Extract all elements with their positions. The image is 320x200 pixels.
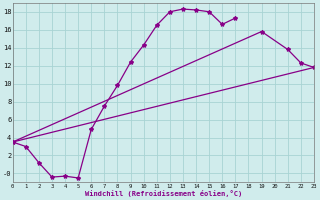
X-axis label: Windchill (Refroidissement éolien,°C): Windchill (Refroidissement éolien,°C) [85, 190, 242, 197]
